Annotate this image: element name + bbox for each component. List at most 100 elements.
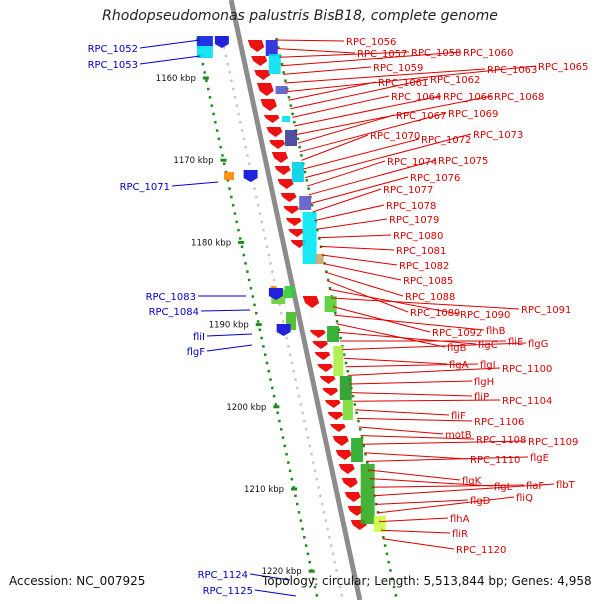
outer-track-dot [203, 71, 206, 74]
kbp-tick-label: 1210 kbp [244, 485, 284, 495]
gene-arrow-reverse [263, 115, 280, 123]
map-title: Rhodopseudomonas palustris BisB18, compl… [102, 8, 498, 24]
backbone-track [228, 0, 363, 601]
inner-track-dot [280, 62, 284, 66]
outer-track-dot [288, 469, 292, 473]
gene-arrow-reverse [324, 400, 341, 408]
label-leader [375, 499, 469, 505]
inner-track-dot [296, 137, 300, 141]
gene-label: RPC_1072 [421, 135, 471, 146]
label-leader [345, 363, 479, 368]
outer-track-dot [274, 403, 278, 406]
gene-label: fliQ [516, 493, 533, 504]
gene-block [302, 212, 317, 264]
gene-label: flbT [556, 480, 576, 491]
gene-label: RPC_1092 [432, 328, 482, 339]
inner-track-dot [394, 594, 398, 597]
gene-label: RPC_1110 [470, 455, 520, 466]
label-leader [342, 342, 527, 351]
inner-track-dot [282, 71, 285, 74]
label-leader [355, 409, 450, 416]
gene-label: RPC_1071 [120, 182, 170, 193]
gene-label: RPC_1078 [386, 201, 436, 212]
label-leader [323, 263, 402, 281]
kbp-tick-label: 1170 kbp [173, 156, 213, 166]
label-leader [139, 39, 201, 49]
outer-track-dot [312, 577, 315, 580]
gene-label: RPC_1125 [203, 586, 253, 597]
minor-track-dot [256, 204, 260, 207]
gene-arrow-reverse [322, 388, 339, 396]
gene-label: flgL [494, 482, 513, 493]
gene-label: RPC_1085 [403, 276, 453, 287]
gene-label: fliR [452, 529, 468, 540]
gene-arrow-reverse [335, 450, 352, 460]
label-leader [332, 306, 431, 333]
outer-track-dot [281, 436, 285, 439]
gene-arrow-reverse [309, 330, 326, 338]
gene-arrow-forward [276, 324, 291, 336]
gene-arrow-reverse [341, 478, 358, 488]
minor-track-dot [331, 552, 335, 556]
minor-track-dot [237, 112, 240, 116]
minor-track-dot [304, 428, 308, 431]
inner-track-dot [357, 419, 360, 423]
minor-track-dot [240, 129, 244, 132]
minor-track-dot [287, 345, 290, 348]
minor-track-dot [253, 187, 256, 190]
inner-track-dot [391, 577, 394, 580]
label-leader [171, 181, 219, 187]
gene-label: flgB [447, 343, 467, 354]
gene-arrow-reverse [319, 376, 336, 384]
inner-track-dot [382, 536, 385, 539]
label-leader [249, 573, 291, 581]
gene-label: RPC_1081 [396, 246, 446, 257]
minor-track-dot [324, 519, 328, 522]
label-leader [380, 529, 451, 534]
inner-track-dot [366, 461, 369, 464]
outer-track-dot [226, 179, 230, 182]
minor-track-dot [315, 477, 319, 481]
outer-track-dot [304, 544, 308, 547]
gene-block [360, 464, 375, 524]
gene-arrow-forward [243, 170, 258, 182]
gene-arrow-reverse [312, 341, 328, 349]
label-leader [356, 417, 473, 422]
outer-track-dot [306, 552, 310, 556]
label-leader [321, 254, 398, 266]
label-leader [343, 357, 448, 365]
label-leader [284, 68, 486, 84]
gene-label: RPC_1066 [443, 92, 493, 103]
inner-track-dot [392, 585, 396, 589]
outer-track-dot [308, 560, 311, 564]
outer-track-dot [313, 585, 317, 589]
gene-arrow-reverse [271, 152, 289, 163]
minor-track-dot [233, 96, 237, 99]
label-leader [336, 323, 446, 348]
kbp-tick [255, 323, 262, 327]
minor-track-dot [333, 560, 336, 564]
label-leader [366, 456, 529, 462]
inner-track-dot [346, 370, 349, 373]
label-leader [310, 176, 409, 204]
label-leader [319, 245, 395, 251]
gene-block [285, 130, 298, 146]
inner-track-dot [307, 187, 310, 190]
gene-label: flgG [528, 339, 548, 350]
outer-track-dot [217, 137, 221, 141]
gene-label: RPC_1064 [391, 92, 441, 103]
minor-track-dot [246, 154, 249, 157]
accession-text: Accession: NC_007925 [9, 574, 146, 588]
gene-label: flgA [449, 360, 469, 371]
label-leader [373, 483, 555, 497]
gene-block [299, 196, 312, 210]
outer-track-dot [233, 212, 237, 215]
outer-track-dot [253, 303, 256, 307]
minor-track-dot [264, 237, 267, 240]
label-leader [308, 159, 437, 196]
kbp-tick [273, 405, 280, 409]
minor-track-dot [230, 79, 233, 82]
minor-track-dot [294, 378, 297, 381]
